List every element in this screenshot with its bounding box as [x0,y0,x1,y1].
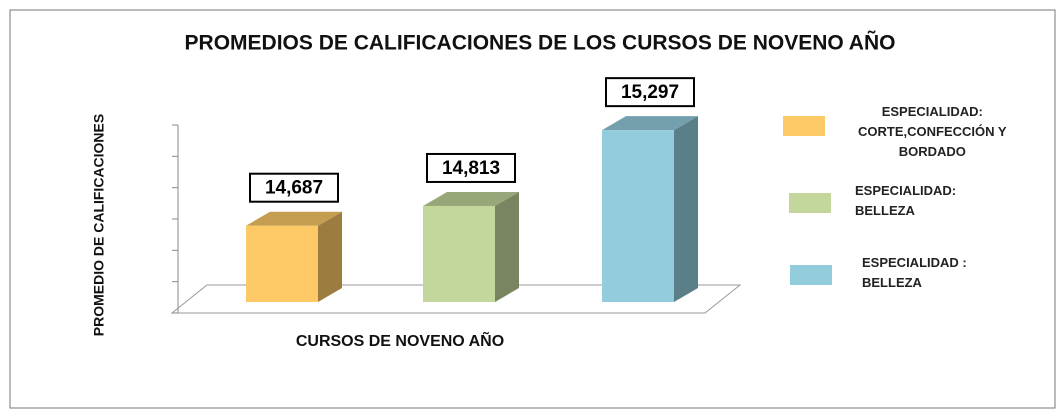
x-axis-label: CURSOS DE NOVENO AÑO [296,330,504,350]
y-axis-label: PROMEDIO DE CALIFICACIONES [91,114,107,336]
bar-side [318,211,342,302]
legend-swatch [783,116,825,136]
value-label-box [605,77,695,108]
bar-top [423,191,519,206]
bar-top [602,116,698,131]
value-label: 14,813 [442,158,500,179]
frame [9,9,1056,409]
bar [246,225,318,302]
legend-label: ESPECIALIDAD : BELLEZA [862,255,967,290]
value-label: 14,687 [265,178,323,199]
legend-label: ESPECIALIDAD: CORTE,CONFECCIÓN Y BORDADO [858,104,1007,159]
bar-side [495,191,519,302]
value-label-box [249,172,339,203]
value-label-box [426,152,516,183]
bar-side [674,116,698,303]
legend-swatch [790,265,832,285]
legend-label: ESPECIALIDAD: BELLEZA [855,183,957,218]
legend-swatch [789,193,831,213]
bar [602,130,674,302]
floor [170,284,742,314]
bar [423,205,495,302]
value-label: 15,297 [621,82,679,103]
chart-title: PROMEDIOS DE CALIFICACIONES DE LOS CURSO… [185,32,896,55]
bar-top [246,211,342,226]
